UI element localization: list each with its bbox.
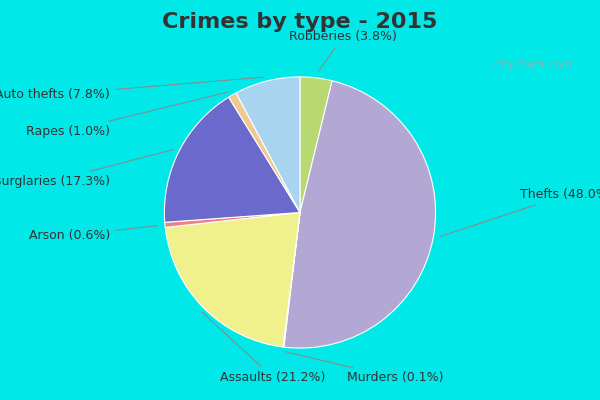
Wedge shape [284,81,436,348]
Text: Arson (0.6%): Arson (0.6%) [29,226,158,242]
Text: Auto thefts (7.8%): Auto thefts (7.8%) [0,77,263,101]
Text: City-Data.com: City-Data.com [493,60,572,70]
Text: Thefts (48.0%): Thefts (48.0%) [440,188,600,236]
Text: Crimes by type - 2015: Crimes by type - 2015 [163,12,437,32]
Wedge shape [283,212,300,347]
Text: Assaults (21.2%): Assaults (21.2%) [203,312,326,384]
Text: Robberies (3.8%): Robberies (3.8%) [289,30,397,72]
Wedge shape [165,212,300,228]
Wedge shape [229,93,300,212]
Text: Rapes (1.0%): Rapes (1.0%) [26,92,227,138]
Text: Burglaries (17.3%): Burglaries (17.3%) [0,150,173,188]
Wedge shape [236,77,300,212]
Wedge shape [300,77,332,212]
Text: Murders (0.1%): Murders (0.1%) [286,352,443,384]
Wedge shape [165,212,300,347]
Wedge shape [164,97,300,222]
